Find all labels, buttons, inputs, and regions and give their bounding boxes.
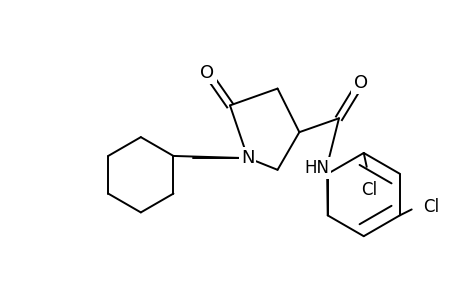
Text: HN: HN — [304, 159, 329, 177]
Text: Cl: Cl — [423, 199, 439, 217]
Text: O: O — [200, 64, 214, 82]
Text: Cl: Cl — [360, 181, 376, 199]
Text: N: N — [241, 149, 254, 167]
Text: O: O — [353, 74, 367, 92]
